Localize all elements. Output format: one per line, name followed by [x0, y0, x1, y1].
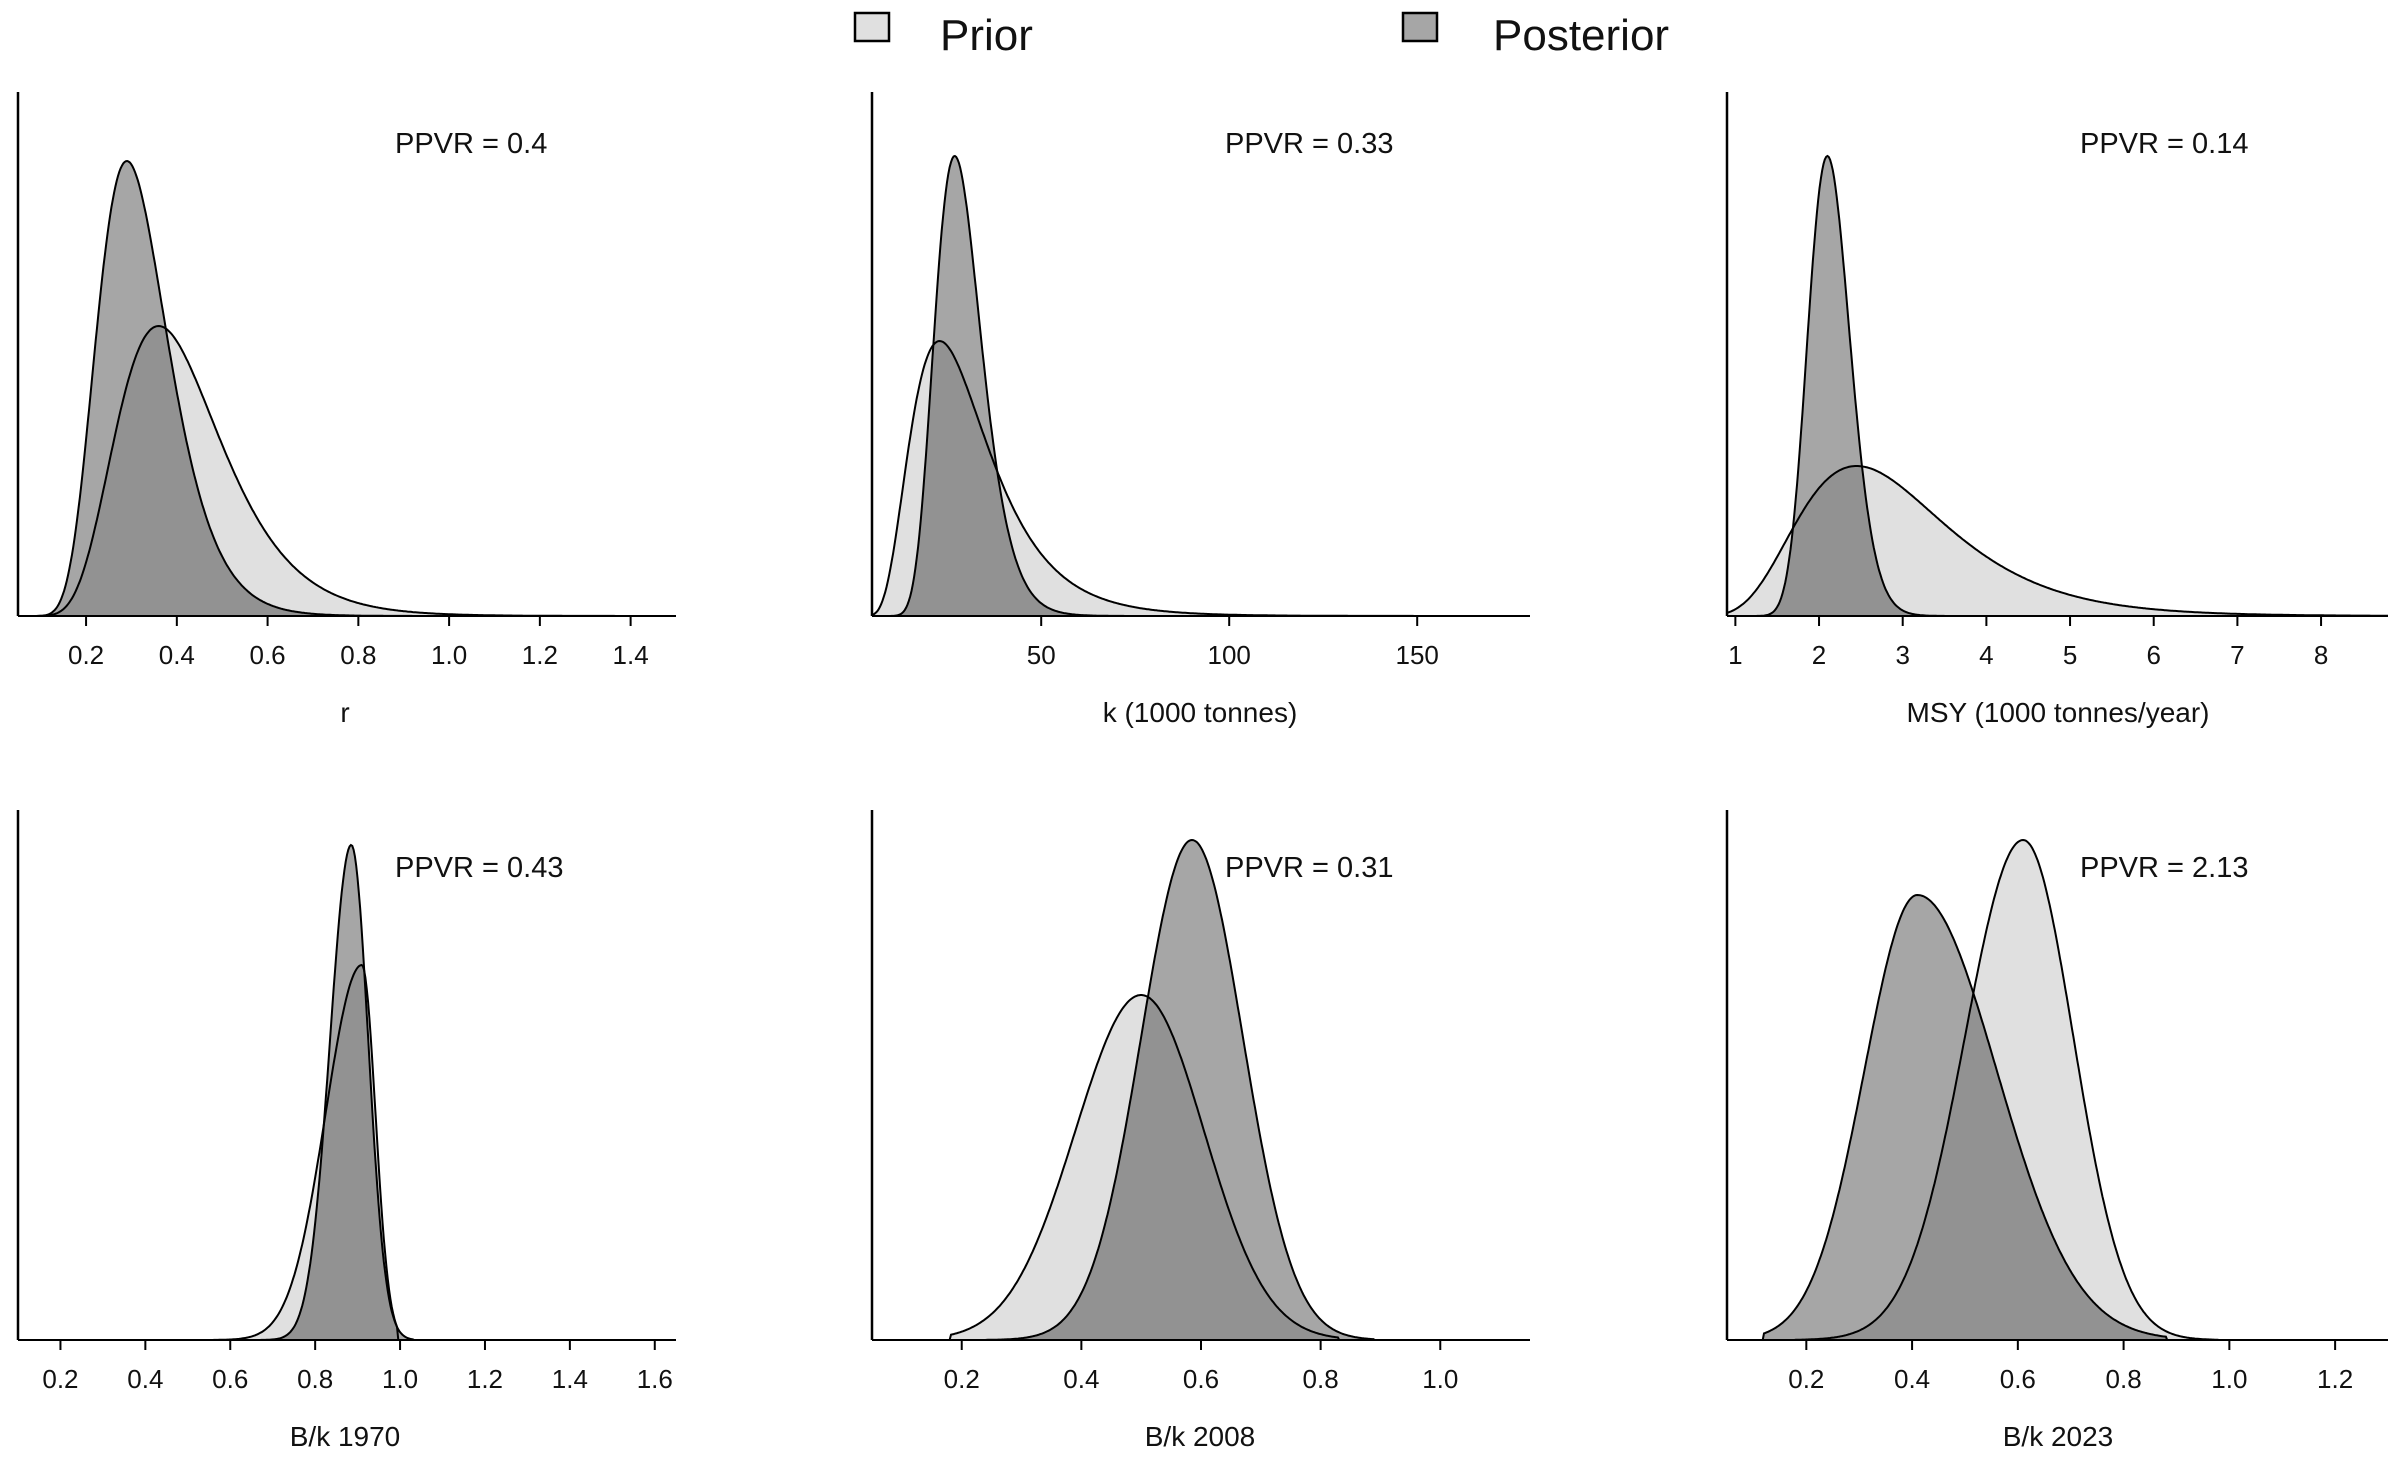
- x-tick-label: 0.8: [2106, 1364, 2142, 1394]
- x-tick-label: 0.6: [2000, 1364, 2036, 1394]
- ppvr-label: PPVR = 0.14: [2080, 128, 2248, 160]
- x-tick-label: 0.4: [1894, 1364, 1930, 1394]
- x-tick-label: 150: [1396, 640, 1439, 670]
- x-tick-label: 0.4: [1063, 1364, 1099, 1394]
- x-tick-label: 1.6: [637, 1364, 673, 1394]
- x-tick-label: 0.4: [159, 640, 195, 670]
- overlap-density-area: [1727, 466, 2388, 616]
- x-tick-label: 1.0: [431, 640, 467, 670]
- posterior-density-area: [1727, 895, 2388, 1340]
- x-tick-label: 1.0: [1422, 1364, 1458, 1394]
- chart-panel-1: 0.2 0.4 0.6 0.8 1.0 1.2 1.4 r PPVR = 0.4: [16, 92, 676, 728]
- x-tick-label: 0.6: [1183, 1364, 1219, 1394]
- x-tick-label: 1.2: [467, 1364, 503, 1394]
- x-tick-label: 1.4: [552, 1364, 588, 1394]
- x-tick-label: 6: [2146, 640, 2160, 670]
- prior-density-area: [1727, 466, 2388, 616]
- posterior-legend-swatch: [1401, 11, 1439, 43]
- chart-panel-2: 50 100 150 k (1000 tonnes) PPVR = 0.33: [870, 92, 1530, 728]
- ppvr-label: PPVR = 2.13: [2080, 852, 2248, 884]
- prior-legend-label: Prior: [940, 11, 1033, 60]
- chart-panel-6: 0.2 0.4 0.6 0.8 1.0 1.2 B/k 2023 PPVR = 2.13: [1725, 810, 2388, 1452]
- x-axis-label: r: [340, 697, 349, 728]
- prior-density-line: [1726, 465, 2388, 617]
- x-tick-label: 3: [1895, 640, 1909, 670]
- x-tick-label: 100: [1208, 640, 1251, 670]
- x-tick-label: 0.2: [944, 1364, 980, 1394]
- overlap-density-area: [872, 997, 1530, 1340]
- x-axis-label: B/k 2023: [2003, 1421, 2114, 1452]
- x-tick-label: 50: [1027, 640, 1056, 670]
- ppvr-label: PPVR = 0.31: [1225, 852, 1393, 884]
- legend: Prior Posterior: [853, 11, 1669, 60]
- x-axis-label: B/k 2008: [1145, 1421, 1256, 1452]
- x-axis-label: MSY (1000 tonnes/year): [1907, 697, 2210, 728]
- x-tick-label: 1.0: [382, 1364, 418, 1394]
- x-tick-label: 0.2: [42, 1364, 78, 1394]
- x-tick-label: 1.0: [2211, 1364, 2247, 1394]
- x-tick-label: 0.4: [127, 1364, 163, 1394]
- x-tick-label: 0.6: [212, 1364, 248, 1394]
- x-tick-label: 1.2: [522, 640, 558, 670]
- chart-panel-4: 0.2 0.4 0.6 0.8 1.0 1.2 1.4 1.6 B/k 1970 PPVR = 0…: [16, 810, 676, 1452]
- x-tick-label: 5: [2063, 640, 2077, 670]
- x-tick-label: 8: [2314, 640, 2328, 670]
- ppvr-label: PPVR = 0.4: [395, 128, 547, 160]
- x-tick-label: 0.2: [1788, 1364, 1824, 1394]
- x-tick-label: 4: [1979, 640, 1993, 670]
- prior-legend-swatch: [853, 11, 891, 43]
- posterior-density-area: [872, 840, 1530, 1340]
- prior-density-area: [1727, 840, 2388, 1340]
- x-tick-label: 0.2: [68, 640, 104, 670]
- ppvr-label: PPVR = 0.33: [1225, 128, 1393, 160]
- x-tick-label: 1: [1728, 640, 1742, 670]
- x-tick-label: 0.8: [1303, 1364, 1339, 1394]
- x-tick-label: 1.4: [613, 640, 649, 670]
- x-tick-label: 2: [1812, 640, 1826, 670]
- ppvr-label: PPVR = 0.43: [395, 852, 563, 884]
- chart-panel-5: 0.2 0.4 0.6 0.8 1.0 B/k 2008 PPVR = 0.31: [870, 810, 1530, 1452]
- x-tick-label: 1.2: [2317, 1364, 2353, 1394]
- x-axis-label: B/k 1970: [290, 1421, 401, 1452]
- x-axis-label: k (1000 tonnes): [1103, 697, 1298, 728]
- x-tick-label: 7: [2230, 640, 2244, 670]
- posterior-legend-label: Posterior: [1493, 11, 1669, 60]
- x-tick-label: 0.6: [250, 640, 286, 670]
- overlap-density-area: [872, 341, 1530, 616]
- x-tick-label: 0.8: [297, 1364, 333, 1394]
- overlap-density-area: [1727, 995, 2388, 1340]
- overlap-density-area: [18, 326, 676, 616]
- overlap-density-area: [18, 965, 676, 1340]
- chart-panel-3: 1 2 3 4 5 6 7 8 MSY (1000 tonnes/year) PPVR = 0.1…: [1725, 92, 2388, 728]
- x-tick-label: 0.8: [340, 640, 376, 670]
